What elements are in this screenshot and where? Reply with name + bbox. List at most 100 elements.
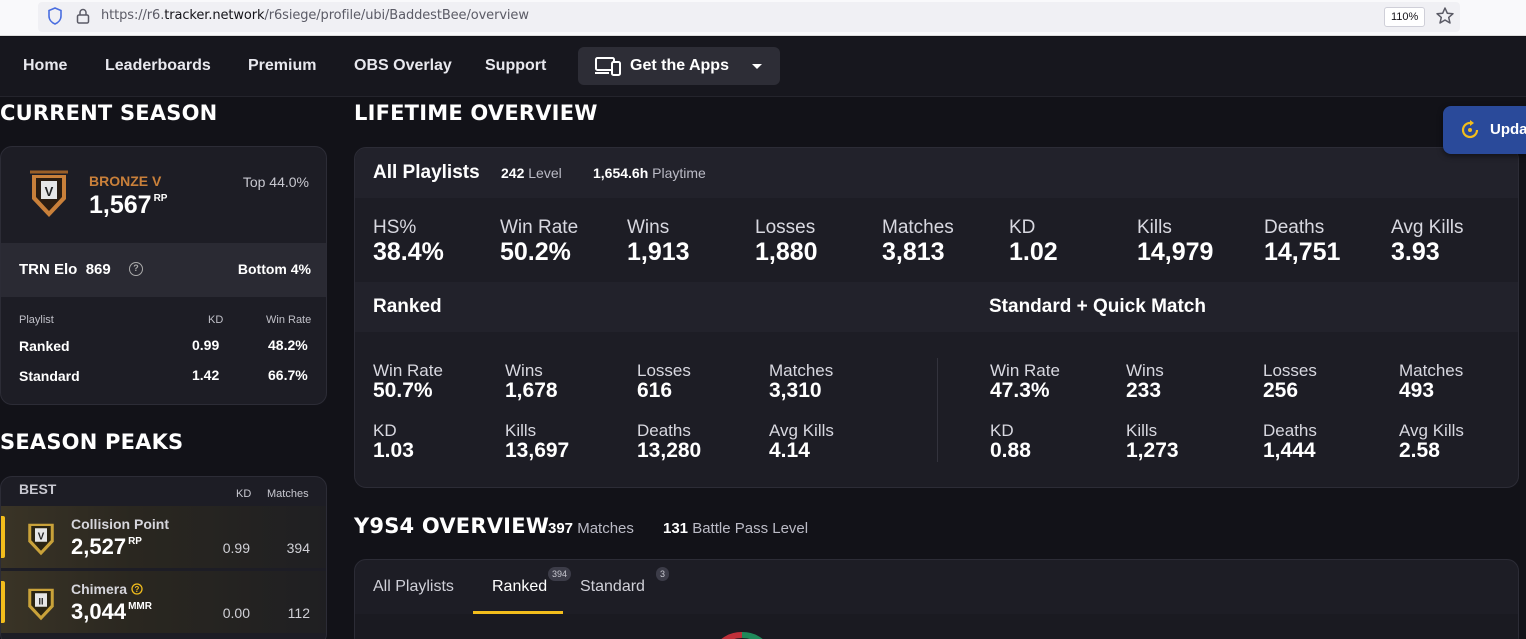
svg-text:?: ?	[134, 585, 139, 594]
bookmark-star-icon[interactable]	[1435, 6, 1455, 26]
stat-label: Wins	[627, 217, 670, 238]
site-nav: Home Leaderboards Premium OBS Overlay Su…	[0, 37, 1526, 97]
stat-value: 47.3%	[990, 379, 1050, 402]
svg-text:V: V	[38, 532, 45, 543]
update-label: Upda	[1490, 121, 1526, 138]
get-apps-button[interactable]: Get the Apps	[578, 47, 780, 85]
stat-label: Losses	[637, 361, 691, 380]
stat-value: 1,880	[755, 238, 818, 266]
row-playlist: Ranked	[19, 338, 70, 354]
peak-kd: 0.99	[222, 540, 250, 556]
lifetime-header: All Playlists 242 Level 1,654.6h Playtim…	[355, 148, 1518, 198]
stat-label: Wins	[1126, 361, 1164, 380]
nav-premium[interactable]: Premium	[248, 57, 317, 74]
tab-content	[355, 614, 1518, 639]
season-peaks-card: BEST KD Matches V Collision Point 2,527 R…	[0, 476, 327, 639]
stat-label: Matches	[1399, 361, 1464, 380]
rank-rp: 1,567 RP	[89, 191, 168, 219]
rank-icon: V	[28, 523, 54, 556]
peak-name: Collision Point	[71, 516, 169, 532]
stat-label: Avg Kills	[769, 421, 834, 440]
nav-leaderboards[interactable]: Leaderboards	[105, 57, 211, 74]
stat-value: 14,751	[1264, 238, 1341, 266]
stat-label: Deaths	[1264, 217, 1325, 238]
tab-ranked[interactable]: Ranked	[492, 578, 548, 595]
peak-accent-bar	[1, 516, 5, 558]
standard-title: Standard + Quick Match	[989, 296, 1206, 317]
playtime-meta: 1,654.6h Playtime	[593, 165, 706, 181]
lock-icon[interactable]	[76, 7, 90, 25]
peak-accent-bar	[1, 581, 5, 623]
stat-value: 493	[1399, 379, 1435, 402]
stat-value: 13,280	[637, 439, 702, 462]
devices-icon	[595, 57, 621, 76]
zoom-level[interactable]: 110%	[1384, 7, 1426, 27]
rank-name: BRONZE V	[89, 173, 162, 189]
stat-label: Deaths	[1263, 421, 1317, 440]
row-kd: 1.42	[192, 367, 220, 383]
peak-value: 2,527 RP	[71, 534, 142, 559]
nav-home[interactable]: Home	[23, 57, 68, 74]
peak-name: Chimera ?	[71, 581, 143, 597]
stat-value: 1,913	[627, 238, 690, 266]
peak-row[interactable]: V Collision Point 2,527 RP 0.99 394	[1, 506, 326, 568]
tab-all-playlists[interactable]: All Playlists	[373, 578, 454, 595]
season-peaks-title: SEASON PEAKS	[0, 430, 184, 454]
shield-icon[interactable]	[47, 7, 63, 25]
y9s4-battle-pass: 131 Battle Pass Level	[663, 520, 809, 537]
current-season-title: CURRENT SEASON	[0, 101, 218, 125]
stat-value: 13,697	[505, 439, 570, 462]
lifetime-overview-title: LIFETIME OVERVIEW	[354, 101, 598, 125]
matches-header: Matches	[267, 488, 309, 500]
stat-value: 616	[637, 379, 673, 402]
kd-header: KD	[208, 314, 224, 326]
kd-header: KD	[236, 488, 252, 500]
refresh-icon	[1461, 120, 1479, 139]
peak-kd: 0.00	[222, 605, 250, 621]
chart-arc	[721, 631, 763, 639]
tab-count-badge: 394	[548, 567, 572, 581]
stat-label: KD	[990, 421, 1014, 440]
help-icon[interactable]: ?	[131, 583, 143, 595]
peak-matches: 394	[286, 540, 310, 556]
update-button[interactable]: Upda	[1443, 106, 1526, 154]
stat-label: Deaths	[637, 421, 691, 440]
best-label: BEST	[19, 481, 57, 497]
nav-obs-overlay[interactable]: OBS Overlay	[354, 57, 452, 74]
trn-elo-row: TRN Elo 869 ? Bottom 4%	[1, 243, 326, 297]
all-playlists-title: All Playlists	[373, 162, 480, 183]
stat-value: 2.58	[1399, 439, 1440, 462]
stat-value: 50.7%	[373, 379, 433, 402]
stat-label: Losses	[755, 217, 816, 238]
stat-value: 1,678	[505, 379, 558, 402]
help-icon[interactable]: ?	[129, 262, 143, 276]
row-winrate: 66.7%	[268, 367, 308, 383]
y9s4-tabs-card: All Playlists Ranked 394 Standard 3	[354, 559, 1519, 639]
nav-support[interactable]: Support	[485, 57, 547, 74]
get-apps-label: Get the Apps	[630, 57, 729, 74]
stat-value: 38.4%	[373, 238, 444, 266]
browser-toolbar: https://r6.tracker.network/r6siege/profi…	[0, 0, 1526, 36]
stat-value: 0.88	[990, 439, 1031, 462]
tab-standard[interactable]: Standard	[580, 578, 645, 595]
tab-count-badge: 3	[656, 567, 670, 581]
peak-value: 3,044 MMR	[71, 599, 152, 624]
stat-value: 50.2%	[500, 238, 571, 266]
playlist-header: Playlist	[19, 314, 54, 326]
elo-label: TRN Elo 869	[19, 261, 111, 278]
elo-percentile: Bottom 4%	[237, 261, 311, 277]
rank-icon: II	[28, 588, 54, 621]
stat-value: 1,273	[1126, 439, 1179, 462]
stat-label: Win Rate	[990, 361, 1060, 380]
address-bar[interactable]	[38, 2, 1460, 32]
stat-label: Matches	[769, 361, 834, 380]
stat-value: 256	[1263, 379, 1299, 402]
peak-row[interactable]: II Chimera ? 3,044 MMR 0.00 112	[1, 571, 326, 633]
current-season-card: V BRONZE V 1,567 RP Top 44.0% TRN Elo 869…	[0, 146, 327, 405]
url-text[interactable]: https://r6.tracker.network/r6siege/profi…	[101, 8, 529, 23]
stat-label: Kills	[1137, 217, 1172, 238]
stat-value: 3,310	[769, 379, 822, 402]
level-meta: 242 Level	[501, 165, 562, 181]
bronze-rank-icon: V	[30, 170, 68, 217]
ranked-title: Ranked	[373, 296, 442, 317]
